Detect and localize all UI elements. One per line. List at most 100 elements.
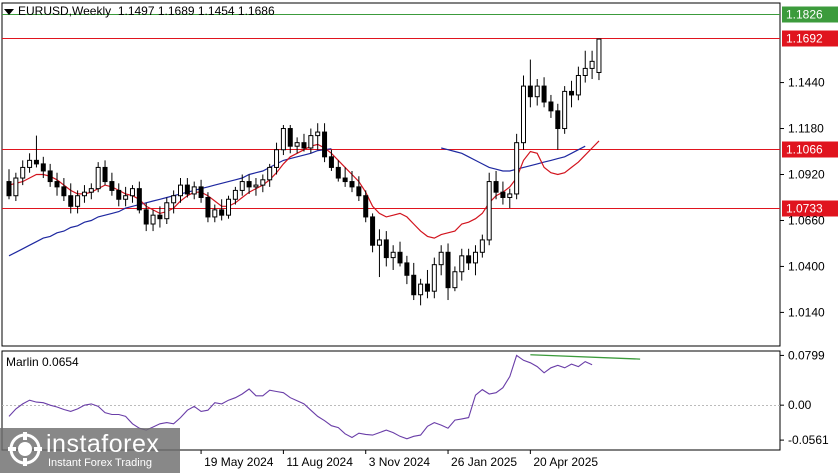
candle-body [342, 177, 348, 183]
level-tag-text-0: 1.1826 [786, 8, 823, 22]
caret-down-icon[interactable] [4, 8, 14, 15]
candle-77 [534, 79, 540, 106]
candle-16 [116, 183, 122, 207]
candle-22 [157, 206, 163, 228]
candle-body [328, 156, 334, 168]
ohlc-values: 1.1497 1.1689 1.1454 1.1686 [117, 4, 275, 18]
candle-body [81, 191, 87, 197]
candle-body [589, 60, 595, 69]
candle-body [541, 85, 547, 103]
candle-body [466, 255, 472, 264]
candle-body [335, 166, 341, 179]
candle-body [596, 38, 602, 73]
level-tag-text-3: 1.0733 [786, 202, 823, 216]
candle-body [13, 177, 19, 197]
candle-60 [418, 278, 424, 306]
candle-body [191, 186, 197, 195]
candle-72 [500, 181, 506, 205]
candle-0 [6, 169, 12, 200]
candle-81 [562, 86, 568, 134]
candle-body [431, 264, 437, 292]
candle-53 [370, 213, 376, 253]
time-tick-label-0: 19 May 2024 [204, 455, 274, 469]
candle-63 [438, 245, 444, 276]
level-tag-3 [782, 200, 838, 217]
candle-body [246, 181, 252, 188]
candle-body [123, 195, 129, 200]
candle-1 [13, 172, 19, 202]
candle-body [582, 67, 588, 76]
candle-body [205, 196, 211, 218]
candle-body [308, 135, 314, 149]
candle-12 [88, 183, 94, 200]
candle-body [575, 74, 581, 96]
candle-44 [308, 128, 314, 154]
candle-66 [459, 248, 465, 281]
candle-52 [363, 190, 369, 223]
marlin-oscillator [2, 354, 780, 440]
divergence-line [530, 354, 641, 360]
chart-header[interactable]: EURUSD,Weekly 1.1497 1.1689 1.1454 1.168… [4, 4, 275, 18]
candle-56 [390, 245, 396, 270]
candle-26 [184, 178, 190, 198]
candle-23 [164, 197, 170, 225]
candle-body [226, 198, 232, 216]
candle-9 [68, 183, 74, 214]
candle-body [294, 142, 300, 147]
candle-55 [383, 231, 389, 267]
price-tick-label-3: 1.0660 [788, 213, 825, 227]
candle-body [184, 184, 190, 195]
candle-body [555, 110, 561, 130]
candle-body [253, 184, 259, 188]
candle-83 [575, 66, 581, 101]
candle-body [370, 216, 376, 246]
candle-86 [596, 38, 602, 81]
candle-71 [493, 170, 499, 200]
candle-body [349, 181, 355, 188]
candle-body [438, 251, 444, 266]
candle-82 [569, 80, 575, 108]
candle-body [6, 181, 12, 197]
candle-body [534, 85, 540, 98]
osc-tick-label-2: -0.0561 [788, 433, 829, 447]
candle-48 [335, 160, 341, 182]
candle-42 [294, 137, 300, 154]
candle-body [143, 209, 149, 225]
candle-33 [232, 186, 238, 205]
candle-body [397, 251, 403, 264]
candle-10 [75, 190, 81, 214]
candle-body [75, 195, 81, 207]
candle-body [315, 131, 321, 137]
candle-11 [81, 185, 87, 203]
level-tag-2 [782, 141, 838, 158]
price-tick-label-4: 1.0400 [788, 259, 825, 273]
candle-body [47, 170, 53, 183]
logo-brand: instaforex [46, 430, 160, 458]
time-tick-label-4: 20 Apr 2025 [533, 455, 598, 469]
candle-body [116, 189, 122, 200]
candle-body [287, 128, 293, 147]
candle-49 [342, 167, 348, 187]
level-tag-text-2: 1.1066 [786, 143, 823, 157]
candlesticks [6, 38, 602, 306]
candle-62 [431, 257, 437, 299]
candle-body [267, 166, 273, 181]
price-tick-label-0: 1.1440 [788, 76, 825, 90]
candle-25 [178, 178, 183, 203]
candle-68 [472, 245, 478, 276]
candle-body [54, 181, 60, 188]
candle-3 [27, 153, 33, 173]
candle-body [198, 186, 204, 198]
candle-67 [466, 248, 472, 270]
candle-body [280, 128, 286, 151]
candle-body [562, 90, 568, 130]
candle-59 [411, 262, 417, 301]
marlin-line [8, 354, 593, 440]
candle-19 [136, 181, 142, 214]
price-tick-label-1: 1.1180 [788, 122, 824, 136]
candle-7 [54, 172, 60, 196]
time-tick-label-1: 11 Aug 2024 [286, 455, 353, 469]
candle-body [404, 262, 410, 276]
candle-body [445, 251, 451, 289]
candle-body [68, 195, 74, 207]
